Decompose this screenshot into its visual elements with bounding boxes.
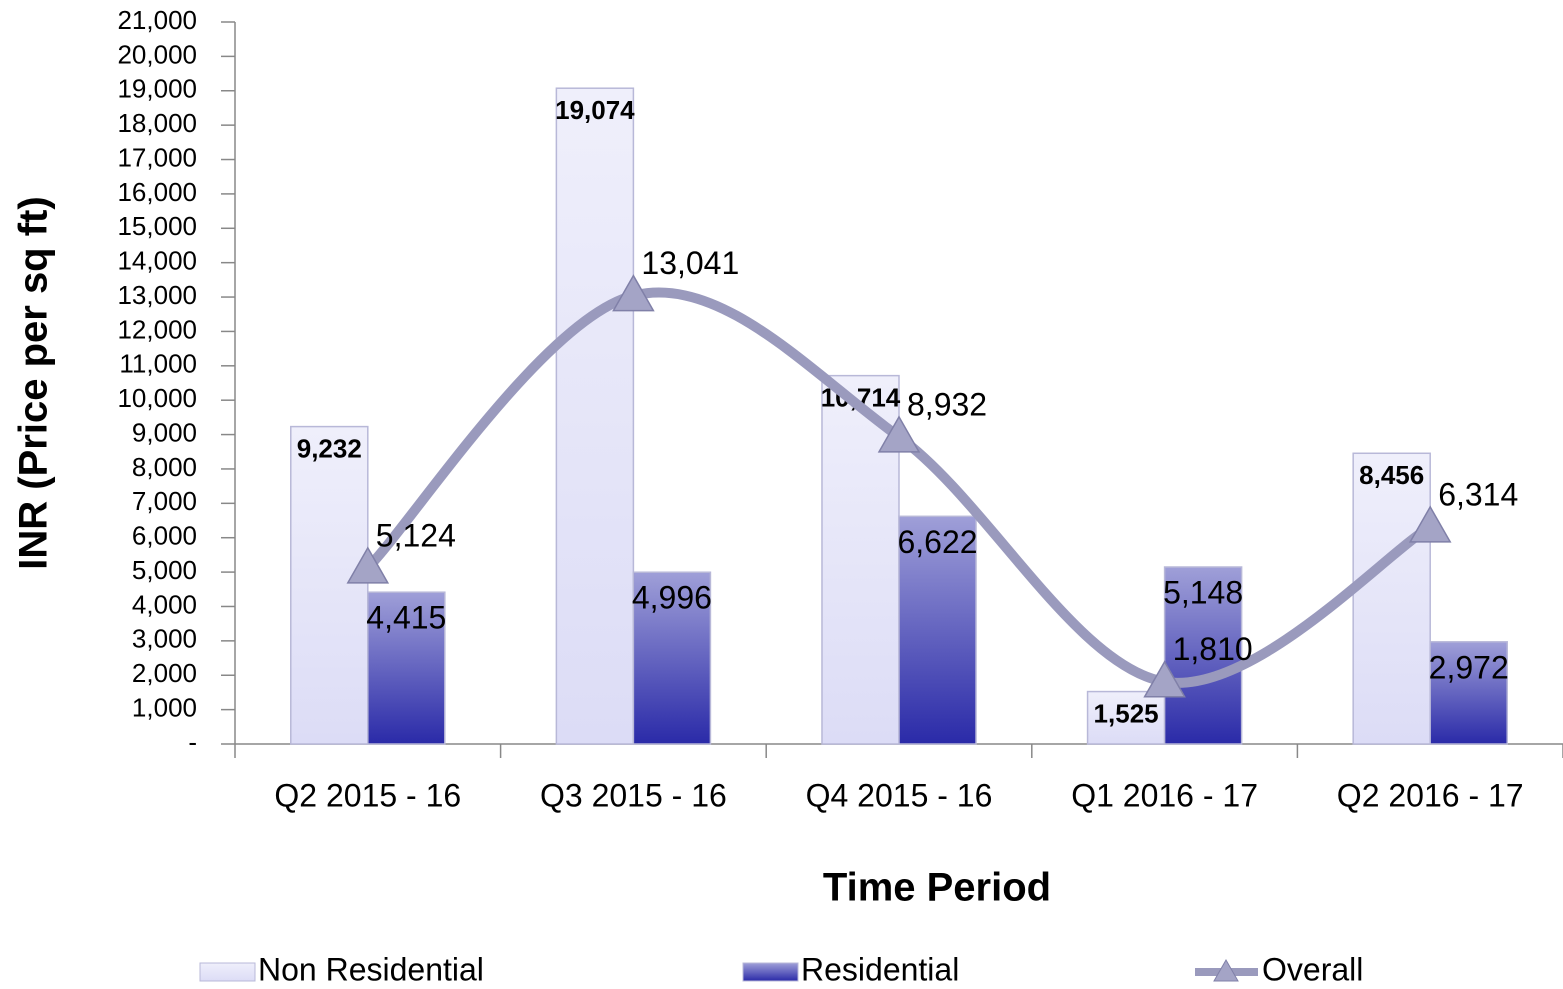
bar [1086, 690, 1166, 745]
x-tick-label: Q2 2016 - 17 [1337, 777, 1524, 813]
data-label: 1,525 [1094, 698, 1159, 728]
marker [346, 546, 390, 584]
y-tick-label: 12,000 [117, 314, 197, 344]
x-tick-label: Q2 2015 - 16 [274, 777, 461, 813]
y-tick-label: 4,000 [132, 589, 197, 619]
marker [612, 274, 655, 312]
bar [290, 425, 369, 745]
bar [1163, 566, 1243, 745]
y-tick-label: 5,000 [132, 555, 197, 585]
data-label: 4,996 [632, 580, 712, 616]
legend-swatch [199, 962, 256, 982]
legend-label: Non Residential [258, 951, 484, 987]
y-tick-label: 14,000 [117, 246, 197, 276]
data-label: 13,041 [641, 245, 739, 281]
y-tick-label: 15,000 [117, 211, 197, 241]
y-tick-label: 18,000 [117, 108, 197, 138]
y-tick-label: 13,000 [117, 280, 197, 310]
data-label: 6,314 [1438, 476, 1518, 512]
data-label: 8,932 [907, 386, 987, 422]
y-tick-label: 9,000 [132, 417, 197, 447]
y-tick-label: 3,000 [132, 624, 197, 654]
data-label: 5,124 [376, 517, 456, 553]
legend-swatch [742, 962, 799, 982]
legend-label: Overall [1262, 951, 1363, 987]
x-tick-label: Q3 2015 - 16 [540, 777, 727, 813]
data-label: 2,972 [1429, 649, 1509, 685]
y-axis-title: INR (Price per sq ft) [12, 196, 56, 569]
y-tick-label: 17,000 [117, 142, 197, 172]
bar [821, 374, 900, 745]
data-label: 4,415 [366, 600, 446, 636]
data-label: 8,456 [1359, 460, 1424, 490]
x-axis-title: Time Period [823, 866, 1051, 910]
y-tick-label: 7,000 [132, 486, 197, 516]
marker [1408, 505, 1452, 543]
marker [1143, 660, 1186, 698]
y-tick-label: 16,000 [117, 177, 197, 207]
data-label: 5,148 [1163, 574, 1243, 610]
bar [1352, 452, 1431, 745]
x-tick-label: Q4 2015 - 16 [806, 777, 993, 813]
data-label: 19,074 [555, 95, 635, 125]
y-tick-label: - [188, 727, 197, 757]
bar [367, 591, 446, 745]
y-tick-label: 19,000 [117, 74, 197, 104]
data-label: 9,232 [297, 433, 362, 463]
data-label: 1,810 [1173, 631, 1253, 667]
y-tick-label: 8,000 [132, 452, 197, 482]
y-tick-label: 1,000 [132, 692, 197, 722]
x-tick-label: Q1 2016 - 17 [1071, 777, 1258, 813]
y-tick-label: 21,000 [117, 5, 197, 35]
y-tick-label: 20,000 [117, 39, 197, 69]
y-tick-label: 10,000 [117, 383, 197, 413]
marker [877, 415, 921, 453]
y-tick-label: 11,000 [119, 349, 197, 379]
y-tick-label: 2,000 [132, 658, 197, 688]
y-tick-label: 6,000 [132, 521, 197, 551]
bar [555, 87, 635, 745]
bar [632, 571, 712, 745]
legend-label: Residential [801, 951, 959, 987]
legend-swatch [1213, 958, 1239, 982]
data-label: 6,622 [897, 524, 977, 560]
bar [898, 515, 977, 745]
bar [1429, 641, 1508, 745]
